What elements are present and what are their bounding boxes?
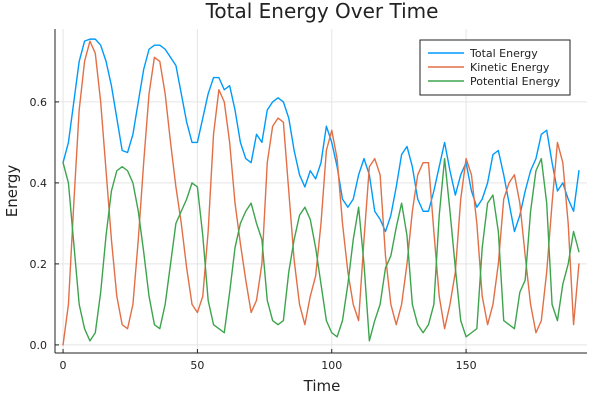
x-tick-label: 150 xyxy=(456,359,477,372)
y-tick-label: 0.0 xyxy=(30,339,48,352)
legend-label-kinetic-energy: Kinetic Energy xyxy=(470,61,550,74)
x-axis-label: Time xyxy=(303,377,341,395)
y-tick-label: 0.6 xyxy=(30,96,48,109)
tick-labels: 0 50 100 150 0.0 0.2 0.4 0.6 xyxy=(30,96,477,372)
series-lines xyxy=(62,38,580,346)
series-line-kinetic-energy xyxy=(62,40,580,346)
series-line-potential-energy xyxy=(62,157,580,342)
chart-title-group: Total Energy Over Time xyxy=(205,0,439,23)
y-tick-label: 0.2 xyxy=(30,258,48,271)
legend-label-potential-energy: Potential Energy xyxy=(470,75,561,88)
legend: Total Energy Kinetic Energy Potential En… xyxy=(419,39,571,96)
x-tick-label: 100 xyxy=(321,359,342,372)
x-tick-label: 0 xyxy=(60,359,67,372)
y-axis-label: Energy xyxy=(3,165,21,218)
series-line-total-energy xyxy=(62,38,580,233)
x-tick-label: 50 xyxy=(190,359,204,372)
legend-label-total-energy: Total Energy xyxy=(469,47,538,60)
y-tick-label: 0.4 xyxy=(30,177,48,190)
chart-title: Total Energy Over Time xyxy=(205,0,439,23)
axes xyxy=(54,29,587,354)
